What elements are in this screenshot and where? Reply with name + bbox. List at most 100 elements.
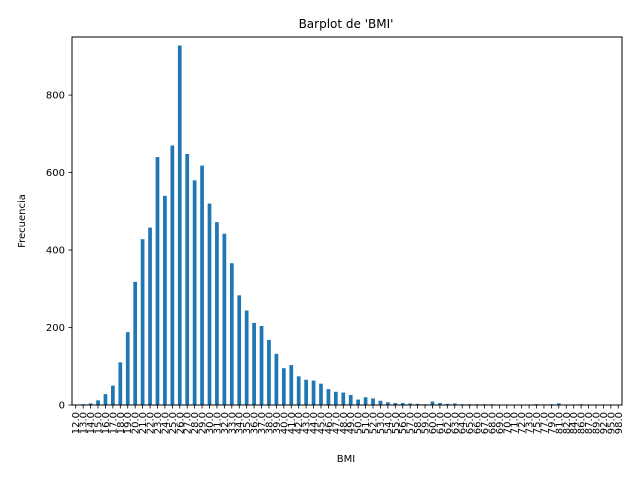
x-tick-label: 25.0 [168, 412, 179, 434]
x-axis: 12.013.014.015.016.017.018.019.020.021.0… [71, 405, 625, 434]
x-tick-label: 61.0 [435, 412, 446, 434]
x-tick-label: 22.0 [146, 412, 157, 434]
x-tick-label: 44.0 [309, 412, 320, 434]
x-tick-label: 71.0 [510, 412, 521, 434]
bar [304, 379, 308, 405]
x-tick-label: 31.0 [212, 412, 223, 434]
x-tick-label: 53.0 [376, 412, 387, 434]
x-tick-label: 68.0 [487, 412, 498, 434]
bar [192, 180, 197, 405]
bar [215, 222, 219, 405]
bar [88, 403, 93, 405]
chart-title: Barplot de 'BMI' [299, 17, 394, 31]
bar [244, 310, 249, 405]
x-tick-label: 73.0 [525, 412, 536, 434]
bar [408, 403, 413, 405]
y-tick-label: 0 [59, 401, 65, 412]
bar [348, 394, 353, 405]
x-tick-label: 45.0 [316, 412, 327, 434]
bar [556, 403, 561, 405]
bar [96, 400, 100, 405]
x-tick-label: 23.0 [153, 412, 164, 434]
bar [386, 402, 390, 405]
x-tick-label: 50.0 [354, 412, 365, 434]
x-tick-label: 14.0 [86, 412, 97, 434]
bar [185, 153, 190, 405]
x-tick-label: 54.0 [383, 412, 394, 434]
x-tick-label: 37.0 [257, 412, 268, 434]
bar [400, 403, 405, 405]
x-tick-label: 82.0 [562, 412, 573, 434]
y-axis-title: Frecuencia [17, 194, 28, 248]
bar [103, 394, 108, 405]
bar [438, 403, 442, 405]
bar [207, 203, 212, 405]
x-tick-label: 60.0 [428, 412, 439, 434]
bar [296, 376, 301, 405]
bar [148, 227, 152, 405]
bar [311, 380, 316, 405]
bar [274, 353, 279, 405]
bar [118, 362, 123, 405]
x-tick-label: 92.0 [599, 412, 610, 434]
x-tick-label: 55.0 [391, 412, 402, 434]
x-tick-label: 72.0 [517, 412, 528, 434]
x-tick-label: 38.0 [264, 412, 275, 434]
x-tick-label: 47.0 [331, 412, 342, 434]
bar [452, 403, 457, 405]
x-tick-label: 64.0 [458, 412, 469, 434]
x-tick-label: 33.0 [227, 412, 238, 434]
bar [170, 145, 175, 405]
x-tick-label: 49.0 [346, 412, 357, 434]
bar [378, 400, 383, 405]
y-tick-label: 800 [46, 91, 65, 102]
x-tick-label: 17.0 [108, 412, 119, 434]
x-tick-label: 13.0 [79, 412, 90, 434]
bar [333, 391, 338, 405]
x-tick-label: 30.0 [205, 412, 216, 434]
x-tick-label: 40.0 [279, 412, 290, 434]
x-tick-label: 42.0 [294, 412, 305, 434]
bar [111, 385, 115, 405]
x-tick-label: 65.0 [465, 412, 476, 434]
x-tick-label: 43.0 [302, 412, 313, 434]
bar [163, 195, 167, 405]
x-tick-label: 24.0 [160, 412, 171, 434]
bar [125, 332, 130, 405]
x-tick-label: 95.0 [606, 412, 617, 434]
x-tick-label: 69.0 [495, 412, 506, 434]
x-tick-label: 39.0 [272, 412, 283, 434]
y-tick-label: 600 [46, 168, 65, 179]
bar [371, 398, 375, 405]
bar [289, 365, 294, 405]
x-tick-label: 62.0 [443, 412, 454, 434]
x-tick-label: 20.0 [131, 412, 142, 434]
bar [267, 339, 271, 405]
x-tick-label: 98.0 [614, 412, 625, 434]
x-tick-label: 75.0 [532, 412, 543, 434]
x-tick-label: 52.0 [369, 412, 380, 434]
x-tick-label: 32.0 [220, 412, 231, 434]
bar [430, 401, 435, 405]
x-tick-label: 81.0 [554, 412, 565, 434]
x-tick-label: 16.0 [101, 412, 112, 434]
x-tick-label: 63.0 [450, 412, 461, 434]
plot-frame [71, 36, 623, 406]
bar [393, 403, 398, 405]
x-tick-label: 28.0 [190, 412, 201, 434]
bar [341, 392, 346, 405]
bar [281, 368, 286, 405]
x-tick-label: 59.0 [421, 412, 432, 434]
x-tick-label: 79.0 [547, 412, 558, 434]
x-tick-label: 26.0 [175, 412, 186, 434]
x-tick-label: 27.0 [183, 412, 194, 434]
x-tick-label: 34.0 [235, 412, 246, 434]
bar [200, 165, 204, 405]
x-tick-label: 46.0 [324, 412, 335, 434]
bar [140, 239, 145, 405]
bar [222, 233, 227, 405]
bars-group [73, 45, 621, 406]
x-tick-label: 87.0 [584, 412, 595, 434]
x-tick-label: 21.0 [138, 412, 149, 434]
